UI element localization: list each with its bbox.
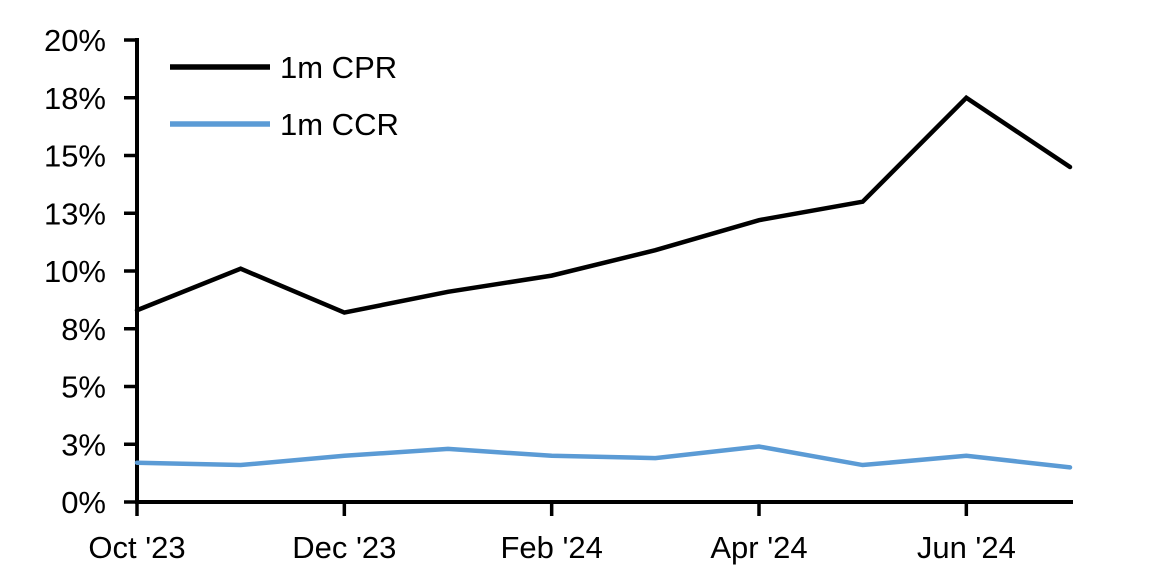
x-tick-label: Apr '24 [710,530,807,565]
y-tick-label: 13% [44,196,106,231]
x-tick-label: Oct '23 [88,530,185,565]
y-tick-label: 20% [44,23,106,58]
y-tick-label: 3% [61,427,106,462]
y-tick-label: 10% [44,254,106,289]
y-tick-label: 15% [44,139,106,174]
y-tick-label: 18% [44,81,106,116]
series-line-1m-ccr [134,444,1073,470]
series-line-1m-cpr [134,94,1073,315]
x-tick-label: Jun '24 [917,530,1016,565]
x-tick-label: Feb '24 [500,530,602,565]
y-tick-label: 5% [61,370,106,405]
legend-label-1m-ccr: 1m CCR [280,107,399,142]
y-tick-label: 8% [61,312,106,347]
legend-label-1m-cpr: 1m CPR [280,50,397,85]
x-tick-label: Dec '23 [292,530,396,565]
y-tick-label: 0% [61,485,106,520]
